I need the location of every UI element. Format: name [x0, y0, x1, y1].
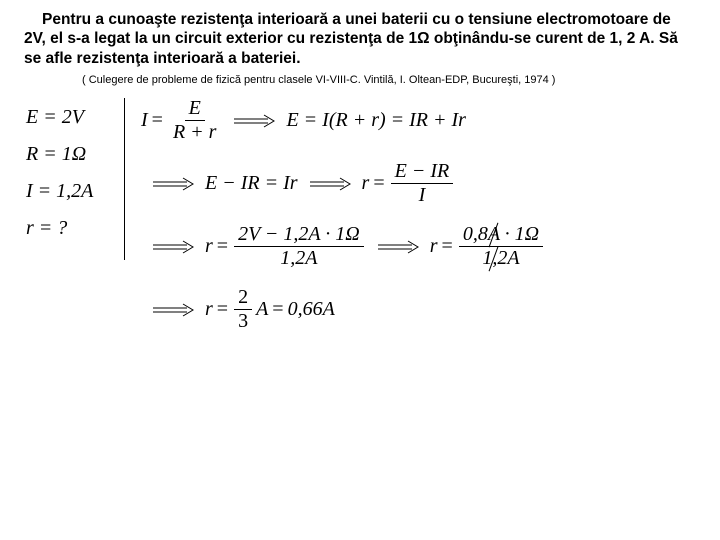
equals-sign: = [442, 235, 453, 258]
eq-E-minus-IR: E − IR = Ir [205, 172, 298, 195]
given-E: E = 2V [26, 106, 124, 129]
equals-sign: = [272, 298, 283, 321]
unit-A: A [256, 298, 268, 321]
numerator: 2V − 1,2A · 1Ω [234, 224, 364, 247]
worked-solution: E = 2V R = 1Ω I = 1,2A r = ? I = E R + r [24, 98, 696, 332]
denominator: R + r [169, 121, 221, 143]
derivation-row-1: I = E R + r E = I(R + r) = IR + Ir [141, 98, 696, 143]
fraction-substituted: 2V − 1,2A · 1Ω 1,2A [234, 224, 364, 269]
given-R: R = 1Ω [26, 143, 124, 166]
source-citation: ( Culegere de probleme de fizică pentru … [82, 74, 696, 86]
fraction-two-thirds: 2 3 [234, 287, 252, 332]
denominator: 1,2A [276, 247, 321, 269]
denominator: 1,2A [478, 247, 523, 269]
fraction-E-over-Rr: E R + r [169, 98, 221, 143]
derivation: I = E R + r E = I(R + r) = IR + Ir E − [125, 98, 696, 332]
fraction-cancelled: 0,8A · 1Ω 1,2A [457, 224, 545, 269]
implies-arrow-icon [308, 177, 352, 191]
var-I: I [141, 109, 148, 132]
fraction-EIR-over-I: E − IR I [391, 161, 454, 206]
var-r: r [205, 235, 213, 258]
denominator: I [415, 184, 430, 206]
derivation-row-3: r = 2V − 1,2A · 1Ω 1,2A r = 0,8A · 1Ω [141, 224, 696, 269]
denominator: 3 [234, 310, 252, 332]
final-answer: 0,66A [288, 298, 335, 321]
implies-arrow-icon [151, 240, 195, 254]
derivation-row-2: E − IR = Ir r = E − IR I [141, 161, 696, 206]
var-r: r [205, 298, 213, 321]
implies-arrow-icon [376, 240, 420, 254]
implies-arrow-icon [151, 177, 195, 191]
numerator: E − IR [391, 161, 454, 184]
implies-arrow-icon [232, 114, 276, 128]
implies-arrow-icon [151, 303, 195, 317]
equals-sign: = [152, 109, 163, 132]
given-r: r = ? [26, 217, 124, 240]
derivation-row-4: r = 2 3 A = 0,66A [141, 287, 696, 332]
equals-sign: = [217, 298, 228, 321]
problem-statement: Pentru a cunoaşte rezistenţa interioară … [24, 10, 696, 68]
given-I: I = 1,2A [26, 180, 124, 203]
numerator: 2 [234, 287, 252, 310]
given-values: E = 2V R = 1Ω I = 1,2A r = ? [24, 98, 125, 260]
numerator: E [185, 98, 205, 121]
expansion-E-IRr: E = I(R + r) = IR + Ir [286, 109, 466, 132]
equals-sign: = [217, 235, 228, 258]
var-r: r [362, 172, 370, 195]
var-r: r [430, 235, 438, 258]
equals-sign: = [373, 172, 384, 195]
numerator: 0,8A · 1Ω [459, 224, 543, 247]
